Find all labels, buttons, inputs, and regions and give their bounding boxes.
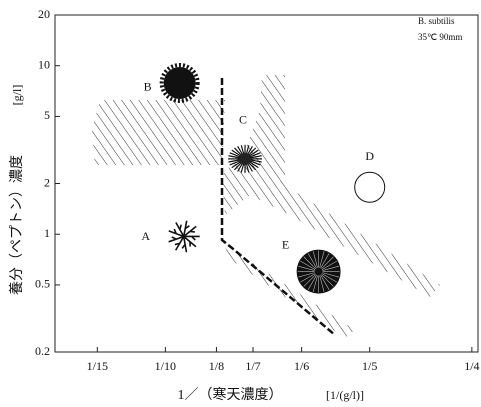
y-tick-label: 20 [38, 7, 50, 21]
x-tick-label: 1/10 [155, 359, 176, 373]
annotation: B. subtilis [418, 16, 455, 26]
region-label: A [141, 229, 150, 243]
colony [355, 172, 385, 202]
y-tick-label: 5 [44, 108, 50, 122]
colony [169, 221, 200, 252]
x-tick-label: 1/6 [294, 359, 309, 373]
hatched-region [92, 100, 225, 165]
x-axis-label: 1／（寒天濃度） [178, 386, 283, 403]
x-axis-unit: [1/(g/l)] [326, 388, 364, 402]
chart: B. subtilis 35℃ 90mm 1／（寒天濃度） [1/(g/l)] … [0, 0, 481, 407]
colony-body [164, 67, 196, 99]
y-tick-label: 2 [44, 175, 50, 189]
region-label: D [365, 149, 374, 163]
y-axis-label: 養分（ペプトン）濃度 [8, 155, 25, 295]
region-label: B [144, 80, 152, 94]
colony [162, 65, 198, 101]
x-tick-label: 1/8 [209, 359, 224, 373]
x-tick-label: 1/5 [362, 359, 377, 373]
page: B. subtilis 35℃ 90mm 1／（寒天濃度） [1/(g/l)] … [0, 0, 481, 407]
y-axis-unit: [g/l] [10, 85, 24, 106]
y-tick-label: 10 [38, 57, 50, 71]
y-tick-label: 0.2 [35, 344, 50, 358]
annotation: 35℃ 90mm [418, 32, 462, 42]
region-label: C [239, 113, 247, 127]
x-tick-label: 1/15 [87, 359, 108, 373]
y-tick-label: 1 [44, 226, 50, 240]
colony-body [355, 172, 385, 202]
x-tick-label: 1/7 [245, 359, 260, 373]
region-label: E [282, 237, 289, 251]
colony-body [239, 153, 251, 165]
colony [297, 250, 341, 294]
x-tick-label: 1/4 [464, 359, 479, 373]
y-tick-label: 0.5 [35, 277, 50, 291]
